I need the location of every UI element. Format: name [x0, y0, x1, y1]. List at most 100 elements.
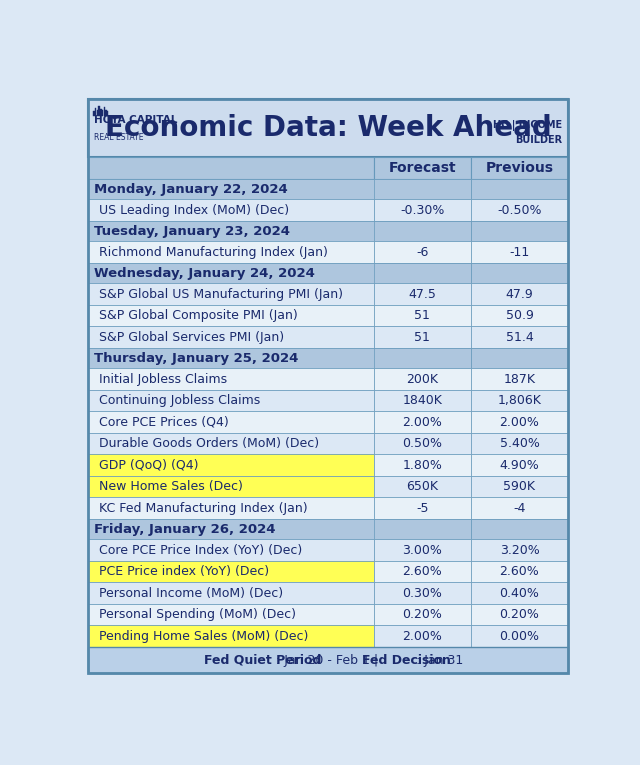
Text: 0.20%: 0.20% [500, 608, 540, 621]
Text: 650K: 650K [406, 480, 438, 493]
Bar [88, 604, 374, 626]
Bar [88, 304, 374, 327]
Bar [374, 221, 470, 241]
Text: Core PCE Prices (Q4): Core PCE Prices (Q4) [99, 415, 229, 428]
Bar [374, 476, 470, 497]
Bar [470, 348, 568, 368]
Text: Fed Quiet Period: Fed Quiet Period [204, 653, 322, 666]
Bar [470, 327, 568, 348]
Text: 187K: 187K [504, 373, 536, 386]
Text: GDP (QoQ) (Q4): GDP (QoQ) (Q4) [99, 459, 199, 472]
Bar [88, 497, 374, 519]
Text: 47.9: 47.9 [506, 288, 533, 301]
Bar [374, 539, 470, 561]
Text: BUILDER: BUILDER [515, 135, 562, 145]
Bar [470, 454, 568, 476]
Bar [470, 539, 568, 561]
Bar [88, 283, 374, 304]
Bar [470, 304, 568, 327]
Bar [374, 179, 470, 200]
Text: 3.20%: 3.20% [500, 544, 540, 557]
Bar [374, 582, 470, 604]
Bar [88, 327, 374, 348]
Text: 5.40%: 5.40% [500, 437, 540, 450]
Bar [374, 304, 470, 327]
Bar [470, 158, 568, 179]
Bar [88, 626, 374, 647]
Text: 2.60%: 2.60% [403, 565, 442, 578]
Bar [88, 99, 568, 158]
Bar [374, 200, 470, 221]
Bar [88, 647, 568, 673]
Bar [374, 604, 470, 626]
Text: 4.90%: 4.90% [500, 459, 540, 472]
Text: 0.20%: 0.20% [403, 608, 442, 621]
Text: 2.60%: 2.60% [500, 565, 540, 578]
Bar [470, 200, 568, 221]
Text: Fed Decision: Fed Decision [362, 653, 451, 666]
Text: 2.00%: 2.00% [403, 630, 442, 643]
Bar [374, 412, 470, 433]
Bar [470, 390, 568, 412]
Bar [374, 497, 470, 519]
Text: 1840K: 1840K [403, 394, 442, 407]
Bar [95, 108, 96, 116]
Text: 51: 51 [414, 309, 430, 322]
Text: Personal Spending (MoM) (Dec): Personal Spending (MoM) (Dec) [99, 608, 296, 621]
Text: Forecast: Forecast [388, 161, 456, 175]
Text: 3.00%: 3.00% [403, 544, 442, 557]
Bar [470, 497, 568, 519]
Text: Continuing Jobless Claims: Continuing Jobless Claims [99, 394, 260, 407]
Bar [374, 626, 470, 647]
Text: 2.00%: 2.00% [500, 415, 540, 428]
Bar [88, 200, 374, 221]
Bar [104, 107, 105, 116]
Text: Durable Goods Orders (MoM) (Dec): Durable Goods Orders (MoM) (Dec) [99, 437, 319, 450]
Bar [470, 283, 568, 304]
Text: 50.9: 50.9 [506, 309, 533, 322]
Bar [470, 561, 568, 582]
Text: -4: -4 [513, 502, 525, 515]
Text: S&P Global Services PMI (Jan): S&P Global Services PMI (Jan) [99, 330, 285, 343]
Text: Thursday, January 25, 2024: Thursday, January 25, 2024 [94, 352, 298, 365]
Text: S&P Global US Manufacturing PMI (Jan): S&P Global US Manufacturing PMI (Jan) [99, 288, 344, 301]
Bar [470, 433, 568, 454]
Bar [88, 519, 568, 539]
Text: : Jan 20 - Feb 1 |: : Jan 20 - Feb 1 | [276, 653, 383, 666]
Bar [88, 241, 374, 263]
Bar [374, 241, 470, 263]
Bar [88, 412, 374, 433]
Bar [88, 454, 374, 476]
Bar [374, 368, 470, 390]
Bar [470, 582, 568, 604]
Text: Pending Home Sales (MoM) (Dec): Pending Home Sales (MoM) (Dec) [99, 630, 308, 643]
Bar [99, 106, 100, 116]
Text: 1,806K: 1,806K [497, 394, 541, 407]
Text: 0.30%: 0.30% [403, 587, 442, 600]
Text: New Home Sales (Dec): New Home Sales (Dec) [99, 480, 243, 493]
Text: PCE Price index (YoY) (Dec): PCE Price index (YoY) (Dec) [99, 565, 269, 578]
Bar [470, 221, 568, 241]
Bar [374, 263, 470, 283]
Text: -6: -6 [416, 246, 428, 259]
Text: Initial Jobless Claims: Initial Jobless Claims [99, 373, 227, 386]
Bar [470, 368, 568, 390]
Bar [93, 111, 95, 116]
Text: : Jan 31: : Jan 31 [415, 653, 463, 666]
Bar [374, 390, 470, 412]
Text: 51.4: 51.4 [506, 330, 533, 343]
Text: US Leading Index (MoM) (Dec): US Leading Index (MoM) (Dec) [99, 203, 289, 216]
Text: Friday, January 26, 2024: Friday, January 26, 2024 [94, 522, 275, 535]
Bar [106, 109, 107, 116]
Bar [102, 110, 103, 116]
Text: 1.80%: 1.80% [403, 459, 442, 472]
Bar [97, 109, 98, 116]
Text: 590K: 590K [504, 480, 536, 493]
Text: Core PCE Price Index (YoY) (Dec): Core PCE Price Index (YoY) (Dec) [99, 544, 303, 557]
Bar [470, 519, 568, 539]
Text: HC | INCOME: HC | INCOME [493, 120, 562, 131]
Bar [470, 241, 568, 263]
Text: Economic Data: Week Ahead: Economic Data: Week Ahead [104, 115, 552, 142]
Bar [374, 561, 470, 582]
Bar [470, 412, 568, 433]
